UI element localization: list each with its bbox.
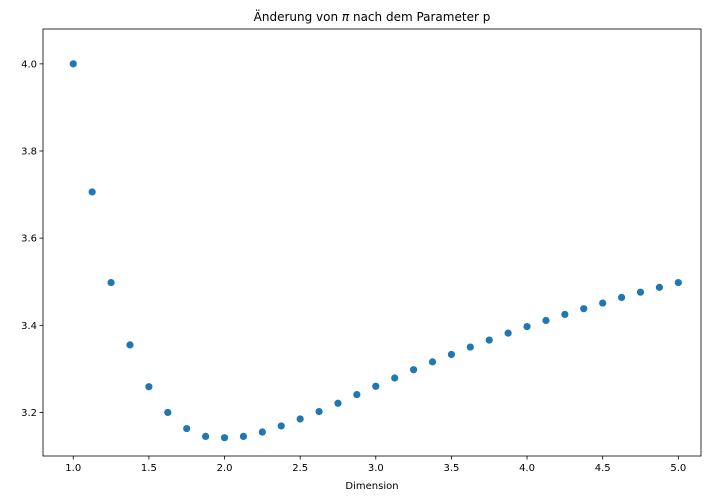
data-point <box>88 188 96 196</box>
y-axis: 3.2 3.4 3.6 3.8 4.0 <box>21 59 43 419</box>
x-axis: 1.0 1.5 2.0 2.5 3.0 3.5 4.0 4.5 5.0 <box>65 456 686 474</box>
data-point <box>69 60 77 68</box>
data-point <box>674 278 682 287</box>
data-point <box>523 322 531 331</box>
y-tick-label: 3.4 <box>21 321 37 332</box>
data-point <box>277 422 285 430</box>
data-point <box>617 293 626 301</box>
data-point <box>353 390 361 399</box>
data-point <box>220 434 229 442</box>
x-tick-label: 4.0 <box>519 463 535 474</box>
data-point <box>409 366 418 374</box>
data-point <box>145 383 153 391</box>
data-point <box>315 407 323 416</box>
x-tick-label: 3.0 <box>368 463 384 474</box>
data-point <box>258 428 266 436</box>
x-tick-label: 3.5 <box>443 463 459 474</box>
data-point <box>428 358 437 366</box>
x-tick-label: 5.0 <box>670 463 686 474</box>
data-point <box>447 350 456 359</box>
data-point <box>126 341 134 349</box>
data-point <box>296 415 304 423</box>
x-tick-label: 4.5 <box>595 463 611 474</box>
chart-title-prefix: Änderung von <box>254 9 342 24</box>
data-point <box>580 305 588 313</box>
x-tick-label: 2.5 <box>292 463 308 474</box>
data-point <box>334 399 342 407</box>
plot-area-frame <box>42 28 702 457</box>
data-point <box>466 343 474 351</box>
y-tick-label: 4.0 <box>21 59 37 70</box>
y-tick-label: 3.2 <box>21 408 37 419</box>
chart-title: Änderung von π nach dem Parameter p <box>254 9 491 24</box>
y-tick-label: 3.8 <box>21 147 37 158</box>
chart-title-pi-symbol: π <box>342 10 350 24</box>
data-point <box>655 283 664 291</box>
y-tick-label: 3.6 <box>21 234 37 245</box>
x-tick-label: 1.0 <box>65 463 81 474</box>
data-point <box>504 329 512 337</box>
data-point <box>164 408 172 417</box>
chart-title-suffix: nach dem Parameter p <box>349 10 490 24</box>
data-point <box>485 336 493 344</box>
x-tick-label: 2.0 <box>217 463 233 474</box>
data-point <box>239 432 248 440</box>
data-point <box>636 288 645 296</box>
x-tick-label: 1.5 <box>141 463 157 474</box>
data-point <box>599 299 607 307</box>
data-point <box>561 310 569 318</box>
x-axis-label: Dimension <box>345 481 398 492</box>
data-point <box>183 424 191 433</box>
data-point <box>372 382 380 390</box>
data-point <box>202 432 210 440</box>
data-points <box>69 60 682 442</box>
data-point <box>107 278 115 287</box>
data-point <box>391 374 399 382</box>
data-point <box>542 316 550 325</box>
